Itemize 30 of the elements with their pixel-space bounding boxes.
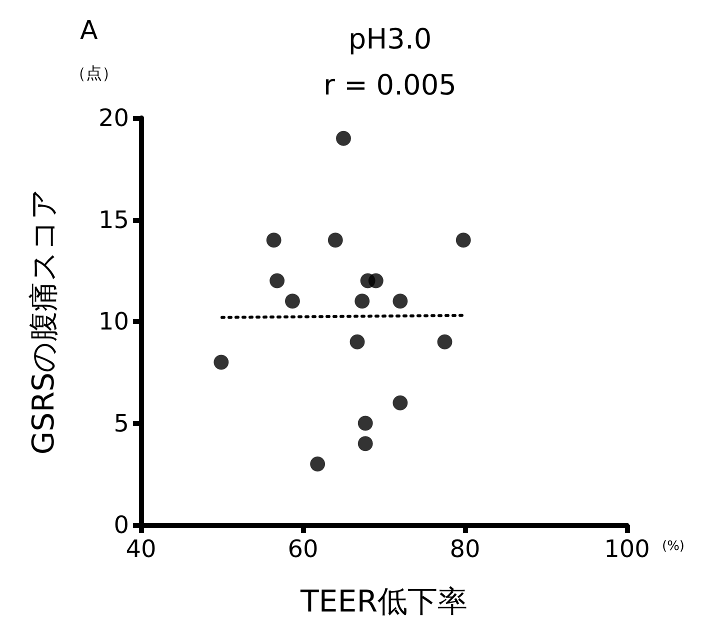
point <box>270 273 285 288</box>
point <box>358 416 373 431</box>
point <box>336 130 351 146</box>
x-axis-title: TEER低下率 <box>299 584 468 620</box>
text: (%) <box>662 539 684 554</box>
point <box>358 436 373 452</box>
point <box>368 273 384 288</box>
point <box>392 294 408 309</box>
text: A <box>80 16 98 46</box>
y-tick-label: 20 <box>98 104 129 132</box>
y-tick-label: 10 <box>98 308 129 336</box>
point <box>284 294 300 309</box>
point <box>350 334 365 350</box>
point <box>214 354 229 370</box>
point <box>310 456 326 472</box>
point <box>437 334 452 350</box>
y-tick-label: 5 <box>114 409 129 438</box>
chart-subtitle: r = 0.005 <box>324 68 456 102</box>
y-axis-title: GSRSの腹痛スコア <box>26 188 62 455</box>
point <box>354 294 370 309</box>
point <box>328 232 343 248</box>
x-tick-label: 80 <box>450 535 480 563</box>
point <box>392 395 408 410</box>
x-tick-label: 60 <box>288 535 318 563</box>
chart-title: pH3.0 <box>348 22 432 56</box>
point <box>266 232 282 248</box>
x-tick-label: 100 <box>604 535 650 563</box>
y-tick-label: 15 <box>98 206 129 234</box>
point <box>456 232 471 248</box>
text: （点） <box>70 64 118 82</box>
